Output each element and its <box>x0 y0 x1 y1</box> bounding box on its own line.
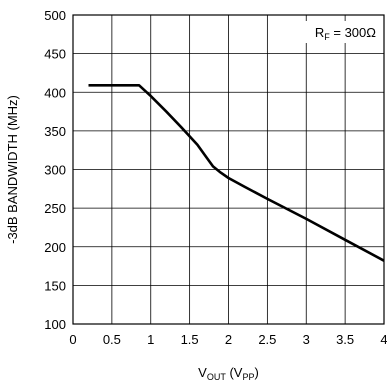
y-tick-label: 500 <box>44 8 66 23</box>
series-layer <box>88 84 385 262</box>
plot-frame <box>72 14 385 325</box>
x-tick-label: 4 <box>380 332 387 347</box>
annotation-box: RF = 300Ω <box>269 21 382 43</box>
annotation-rf: RF = 300Ω <box>315 25 376 42</box>
x-tick-label: 3 <box>303 332 310 347</box>
y-tick-label: 350 <box>44 124 66 139</box>
y-tick-label: 250 <box>44 201 66 216</box>
y-tick-label: 200 <box>44 240 66 255</box>
annotation-sub: F <box>324 32 330 42</box>
x-axis-title-close: ) <box>254 365 258 380</box>
x-tick-label: 0.5 <box>103 332 121 347</box>
x-tick-label: 1 <box>147 332 154 347</box>
x-axis-title-paren-sub: PP <box>242 372 254 382</box>
y-tick-label: 400 <box>44 85 66 100</box>
y-tick-label: 150 <box>44 278 66 293</box>
y-tick-label: 450 <box>44 47 66 62</box>
annotation-background <box>269 21 382 43</box>
annotation-main: R <box>315 25 324 40</box>
y-tick-labels: 100 150 200 250 300 350 400 450 500 <box>44 8 66 332</box>
y-tick-label: 300 <box>44 163 66 178</box>
x-axis-title-paren: (V <box>226 365 243 380</box>
x-tick-label: 3.5 <box>336 332 354 347</box>
grid <box>72 14 385 325</box>
x-tick-label: 2 <box>225 332 232 347</box>
x-tick-labels: 0 0.5 1 1.5 2 2.5 3 3.5 4 <box>69 332 387 347</box>
annotation-rest: = 300Ω <box>330 25 377 40</box>
x-tick-label: 1.5 <box>181 332 199 347</box>
x-tick-label: 2.5 <box>258 332 276 347</box>
y-tick-label: 100 <box>44 317 66 332</box>
y-axis-title: -3dB BANDWIDTH (MHz) <box>5 95 20 244</box>
x-axis-title: VOUT (VPP) <box>198 365 259 382</box>
x-axis-title-sub: OUT <box>207 372 227 382</box>
x-tick-label: 0 <box>69 332 76 347</box>
series-line-0 <box>88 84 385 262</box>
x-axis-title-main: V <box>198 365 207 380</box>
